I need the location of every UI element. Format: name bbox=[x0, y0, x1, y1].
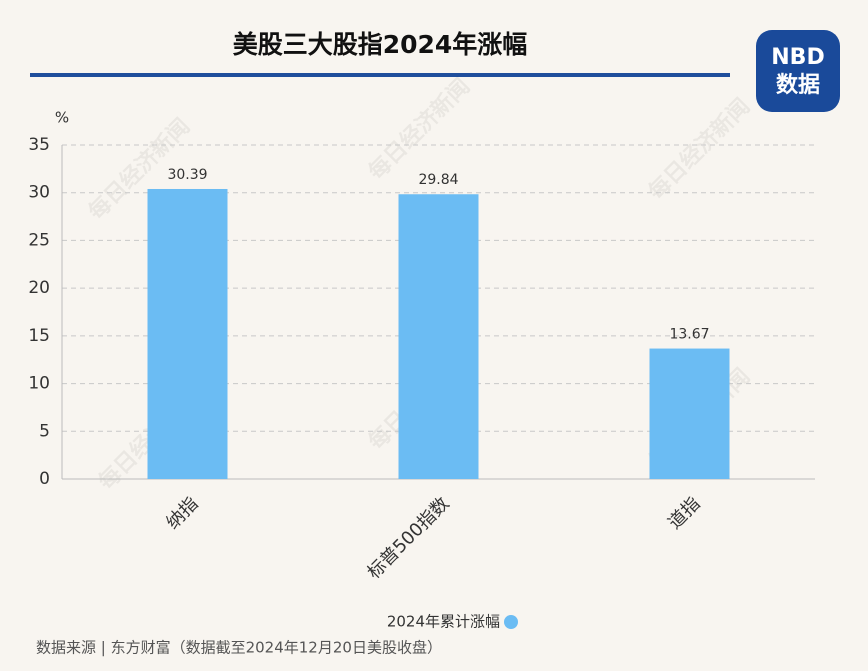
logo-bottom: 数据 bbox=[776, 72, 820, 98]
logo-box bbox=[756, 30, 840, 112]
legend-label: 2024年累计涨幅 bbox=[387, 613, 500, 631]
y-axis-label: % bbox=[55, 109, 69, 127]
legend-swatch bbox=[504, 615, 518, 629]
source-note: 数据来源 | 东方财富（数据截至2024年12月20日美股收盘） bbox=[36, 639, 442, 657]
value-label: 13.67 bbox=[669, 327, 709, 343]
bar bbox=[147, 188, 228, 480]
y-tick-label: 30 bbox=[28, 183, 50, 203]
chart-title: 美股三大股指2024年涨幅 bbox=[233, 30, 528, 59]
value-label: 29.84 bbox=[418, 172, 458, 188]
bar bbox=[649, 348, 730, 479]
y-tick-label: 35 bbox=[28, 135, 50, 155]
value-label: 30.39 bbox=[167, 167, 207, 183]
y-tick-label: 5 bbox=[39, 421, 50, 441]
y-tick-label: 0 bbox=[39, 469, 50, 489]
y-tick-label: 25 bbox=[28, 230, 50, 250]
title-rule bbox=[30, 73, 730, 77]
y-tick-label: 20 bbox=[28, 278, 50, 298]
bar bbox=[398, 194, 479, 479]
y-tick-label: 15 bbox=[28, 326, 50, 346]
y-tick-label: 10 bbox=[28, 374, 50, 394]
logo-top: NBD bbox=[771, 45, 824, 70]
